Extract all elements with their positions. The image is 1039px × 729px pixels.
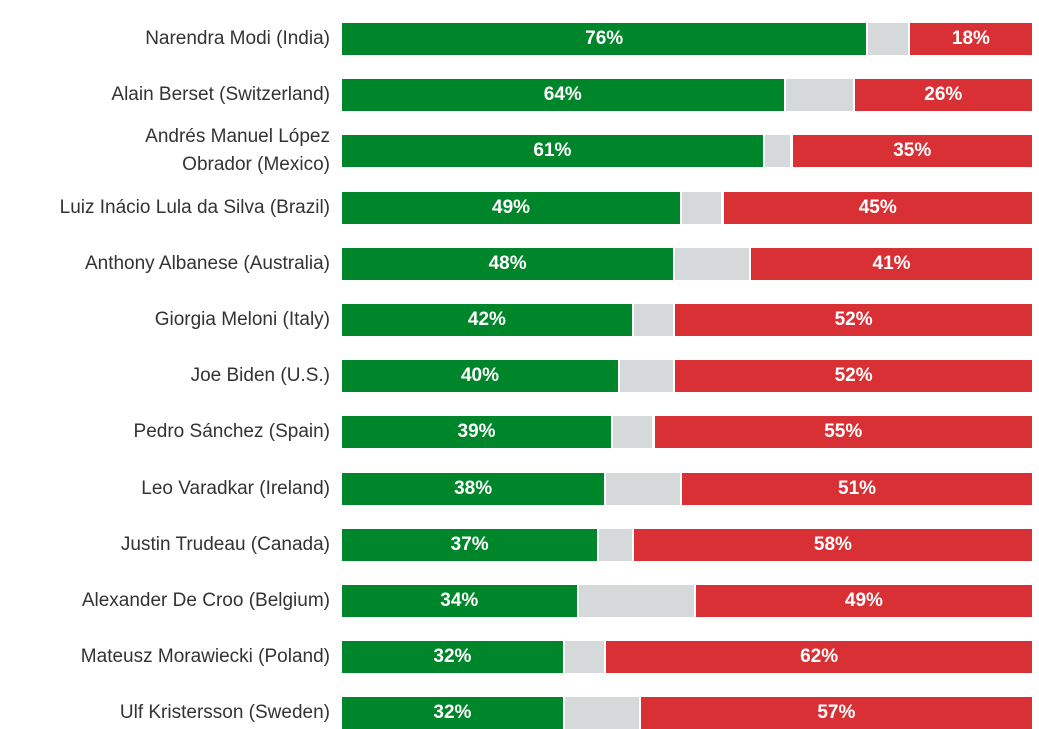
disapprove-bar: 49% [693,585,1032,617]
other-bar [680,191,722,224]
category-label: Giorgia Meloni (Italy) [154,309,330,330]
approve-bar: 61% [342,135,763,168]
category-label: Luiz Inácio Lula da Silva (Brazil) [59,196,330,218]
disapprove-bar: 57% [638,697,1032,729]
other-bar [618,360,674,393]
disapprove-bar: 51% [680,472,1032,505]
other-bar [562,697,639,729]
disapprove-bar: 55% [652,416,1032,449]
other-bar [597,528,632,561]
approve-bar: 49% [342,191,681,224]
category-label: Joe Biden (U.S.) [190,365,330,387]
disapprove-bar: 26% [852,79,1032,112]
category-label: Anthony Albanese (Australia) [84,252,330,274]
approve-bar: 32% [342,697,563,729]
disapprove-bar: 35% [790,135,1032,168]
disapprove-bar: 58% [631,528,1032,561]
approve-bar: 39% [342,416,612,449]
other-bar [673,247,750,280]
other-bar [604,472,681,505]
disapprove-bar: 41% [749,247,1032,280]
category-label: Justin Trudeau (Canada) [120,533,330,555]
category-label: Alain Berset (Switzerland) [111,84,330,106]
disapprove-bar: 52% [673,360,1032,393]
category-label: Pedro Sánchez (Spain) [133,421,330,443]
approve-bar: 48% [342,247,674,280]
other-bar [783,79,853,112]
approve-bar: 40% [342,360,618,393]
approve-bar: 76% [342,23,867,55]
category-label: Mateusz Morawiecki (Poland) [80,646,330,668]
category-label: Alexander De Croo (Belgium) [81,590,330,611]
approve-bar: 42% [342,304,632,336]
other-bar [611,416,653,449]
approve-bar: 38% [342,472,605,505]
approve-bar: 64% [342,79,784,112]
other-bar [576,585,694,617]
disapprove-bar: 18% [907,23,1032,55]
approve-bar: 32% [342,641,563,674]
other-bar [562,641,605,674]
approve-bar: 34% [342,585,577,617]
category-label: Andrés Manuel López Obrador (Mexico) [145,126,330,176]
category-label: Ulf Kristersson (Sweden) [119,702,330,724]
other-bar [631,304,674,336]
category-label: Leo Varadkar (Ireland) [141,477,330,499]
other-bar [762,135,791,168]
approve-bar: 37% [342,528,598,561]
other-bar [866,23,908,55]
disapprove-bar: 62% [604,641,1032,674]
category-label: Narendra Modi (India) [145,28,330,49]
disapprove-bar: 45% [721,191,1032,224]
disapprove-bar: 52% [673,304,1032,336]
